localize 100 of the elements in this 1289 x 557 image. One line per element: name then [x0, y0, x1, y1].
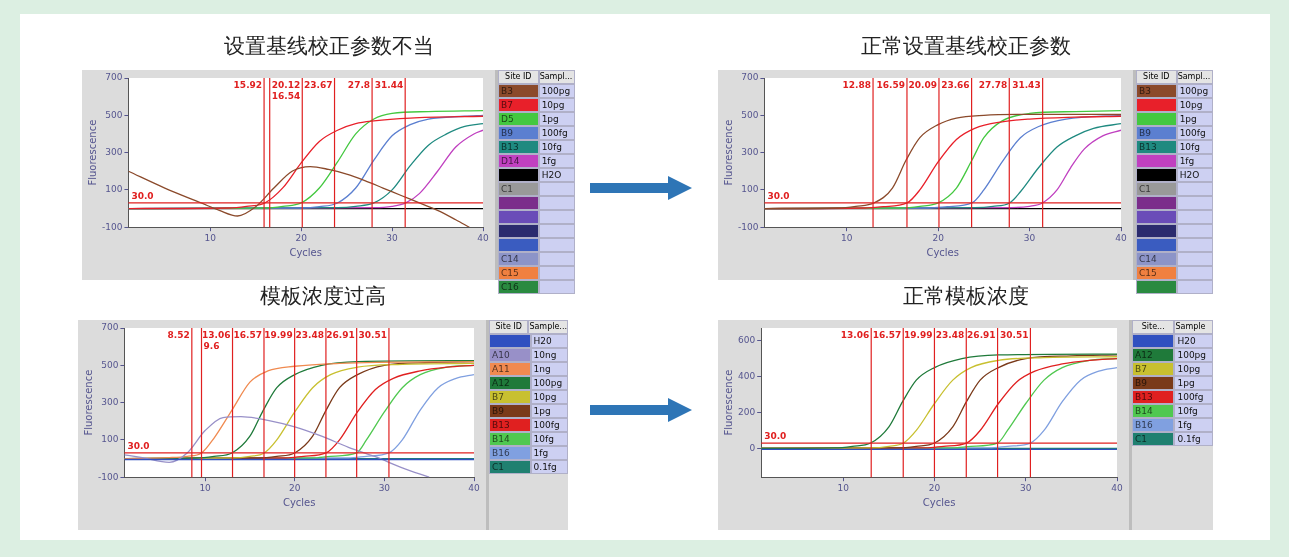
y-tick-label: 400 — [737, 370, 756, 381]
ref-line-label: 23.67 — [304, 79, 333, 90]
legend-label: 1pg — [1176, 112, 1213, 126]
text: C1 — [489, 460, 531, 474]
legend-label: 0.1fg — [530, 460, 568, 474]
legend-label: 10pg — [530, 390, 568, 404]
text: A12 — [1132, 348, 1175, 362]
x-tick-label: 40 — [1115, 232, 1127, 243]
text: Sample... — [528, 320, 568, 334]
y-tick-label: 300 — [741, 146, 759, 157]
text: B3 — [498, 84, 539, 98]
legend-label: 1pg — [538, 112, 575, 126]
swatch-row: C14 — [1136, 252, 1213, 266]
ref-line-label: 19.99 — [903, 329, 933, 340]
ref-line-label: 30.0 — [131, 190, 154, 201]
text: B14 — [1132, 404, 1175, 418]
ref-line-label: 16.59 — [876, 79, 905, 90]
legend-label: 100pg — [1174, 348, 1213, 362]
ref-line-label: 23.48 — [935, 329, 965, 340]
x-tick-label: 30 — [386, 232, 399, 243]
y-tick-label: 500 — [741, 109, 759, 120]
legend-label: 10pg — [1176, 98, 1213, 112]
y-tick-label: 700 — [741, 72, 759, 83]
chart-title: 设置基线校正参数不当 — [222, 33, 435, 60]
chart-title: 正常设置基线校正参数 — [859, 33, 1072, 60]
y-axis-title: Fluorescence — [722, 369, 734, 436]
legend-label: 10fg — [538, 140, 575, 154]
ref-line-label: 20.09 — [908, 79, 937, 90]
text: A12 — [489, 376, 531, 390]
x-tick-label: 40 — [1111, 482, 1123, 493]
legend-label: 1ng — [530, 362, 568, 376]
text: Sampl... — [538, 70, 575, 84]
y-tick-label: 100 — [105, 184, 123, 195]
text: D5 — [498, 112, 539, 126]
legend-title: Site... — [1132, 320, 1175, 334]
ref-line-label: 16.57 — [233, 329, 262, 340]
legend-label: 10fg — [530, 432, 568, 446]
ref-line-label: 20.12 — [271, 79, 301, 90]
ref-line-label: 23.66 — [941, 79, 970, 90]
y-axis-title: Fluorescence — [86, 119, 98, 186]
ref-line-label: 16.57 — [872, 329, 902, 340]
legend-label: 100fg — [1176, 126, 1213, 140]
text: B3 — [1136, 84, 1177, 98]
ref-line-label: 27.78 — [978, 79, 1008, 90]
text: A10 — [489, 348, 531, 362]
text: B13 — [489, 418, 531, 432]
swatch-row: C15 — [1136, 266, 1213, 280]
y-tick-label: 500 — [105, 109, 123, 120]
legend-label: 1fg — [1176, 154, 1213, 168]
y-tick-label: 0 — [749, 442, 756, 453]
x-axis-title: Cycles — [282, 496, 316, 508]
ref-line-label: 12.88 — [842, 79, 872, 90]
text: C1 — [1132, 432, 1175, 446]
legend-label: 100fg — [538, 126, 575, 140]
legend-title: Site ID — [498, 70, 539, 84]
text: B7 — [489, 390, 531, 404]
y-tick-label: -100 — [97, 471, 119, 482]
text: B9 — [1136, 126, 1177, 140]
swatch-row: C1 — [498, 182, 575, 196]
y-axis-title: Fluorescence — [82, 369, 94, 436]
legend-label: 100pg — [1176, 84, 1213, 98]
text: B13 — [498, 140, 539, 154]
ref-line-label: 30.0 — [127, 440, 150, 451]
legend-title: Site ID — [489, 320, 529, 334]
legend-label: 100pg — [538, 84, 575, 98]
ref-line-label: 9.6 — [203, 340, 220, 351]
x-tick-label: 30 — [1020, 482, 1032, 493]
y-tick-label: 200 — [737, 406, 756, 417]
legend-label: 100fg — [530, 418, 568, 432]
legend-label: 1fg — [1174, 418, 1213, 432]
legend-label: 1pg — [530, 404, 568, 418]
text: B13 — [1136, 140, 1177, 154]
y-axis-title: Fluorescence — [722, 119, 734, 186]
x-tick-label: 30 — [1023, 232, 1036, 243]
x-tick-label: 20 — [932, 232, 945, 243]
text: B9 — [498, 126, 539, 140]
text: B7 — [498, 98, 539, 112]
x-tick-label: 10 — [204, 232, 217, 243]
y-tick-label: 700 — [105, 72, 123, 83]
legend-label: H2O — [538, 168, 575, 182]
legend-label: 100pg — [530, 376, 568, 390]
legend-label: 10pg — [538, 98, 575, 112]
ref-line-label: 26.91 — [326, 329, 355, 340]
y-tick-label: 300 — [105, 146, 123, 157]
x-axis-title: Cycles — [289, 246, 322, 258]
x-tick-label: 20 — [928, 482, 941, 493]
x-axis-title: Cycles — [922, 496, 956, 508]
legend-label: H20 — [530, 334, 568, 348]
ref-line-label: 27.8 — [347, 79, 371, 90]
ref-line-label: 8.52 — [167, 329, 190, 340]
swatch-row: C16 — [498, 280, 575, 294]
ref-line-label: 16.54 — [271, 90, 301, 101]
text: Sampl... — [1176, 70, 1213, 84]
text: B7 — [1132, 362, 1175, 376]
text: A11 — [489, 362, 531, 376]
y-tick-label: 100 — [741, 184, 759, 195]
ref-line-label: 23.48 — [295, 329, 324, 340]
legend-label: 10fg — [1174, 404, 1213, 418]
legend-label: 10pg — [1174, 362, 1213, 376]
ref-line-label: 15.92 — [233, 79, 263, 90]
